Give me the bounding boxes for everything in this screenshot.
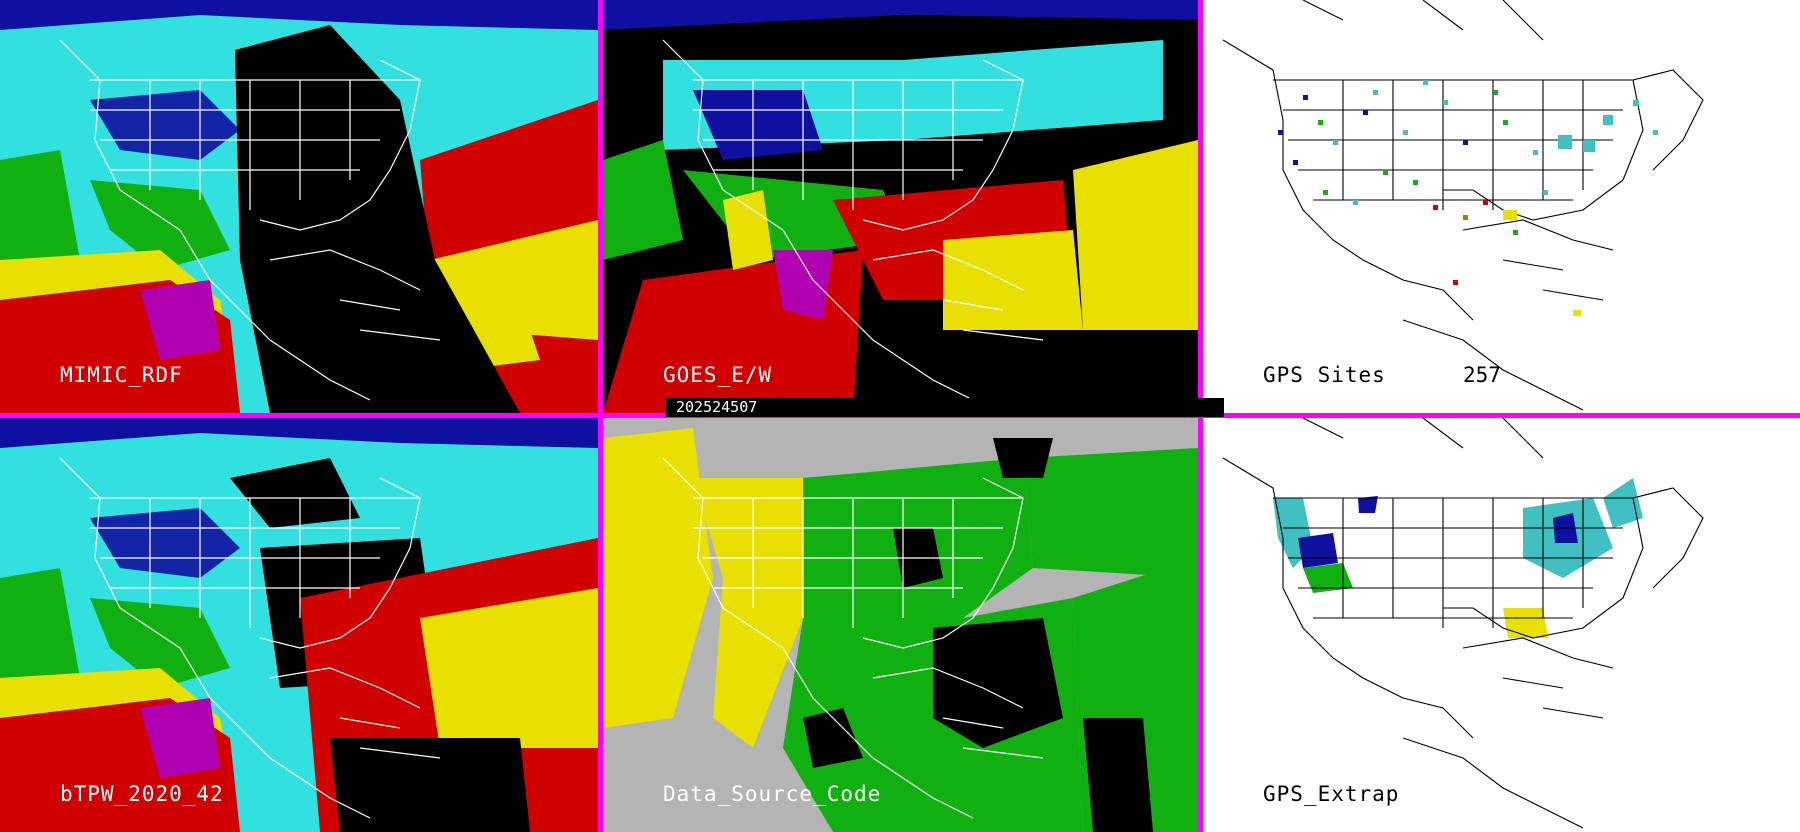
gps-site-markers [1278, 80, 1658, 316]
panel-label-gps-extrap: GPS_Extrap [1263, 782, 1400, 806]
panel-goes-ew: GOES_E/W [603, 0, 1198, 413]
timestamp-bar: 202524507 [666, 398, 1224, 417]
gps-site-count: 257 [1463, 363, 1501, 387]
goes-ew-map [603, 0, 1198, 413]
panel-label-btpw: bTPW_2020_42 [60, 782, 224, 806]
btpw-map [0, 418, 598, 832]
mimic-rdf-map [0, 0, 598, 413]
panel-label-gps-sites: GPS Sites [1263, 363, 1386, 387]
timestamp-label: 202524507 [676, 398, 758, 416]
gps-sites-map [1203, 0, 1800, 413]
panel-label-goes-ew: GOES_E/W [663, 363, 773, 387]
panel-gps-sites: GPS Sites 257 [1203, 0, 1800, 413]
panel-label-data-source-code: Data_Source_Code [663, 782, 882, 806]
panel-mimic-rdf: MIMIC_RDF [0, 0, 598, 413]
panel-data-source-code: Data_Source_Code [603, 418, 1198, 832]
panel-label-mimic-rdf: MIMIC_RDF [60, 363, 183, 387]
panel-btpw: bTPW_2020_42 [0, 418, 598, 832]
data-source-code-map [603, 418, 1198, 832]
panel-gps-extrap: GPS_Extrap [1203, 418, 1800, 832]
gps-extrap-map [1203, 418, 1800, 832]
